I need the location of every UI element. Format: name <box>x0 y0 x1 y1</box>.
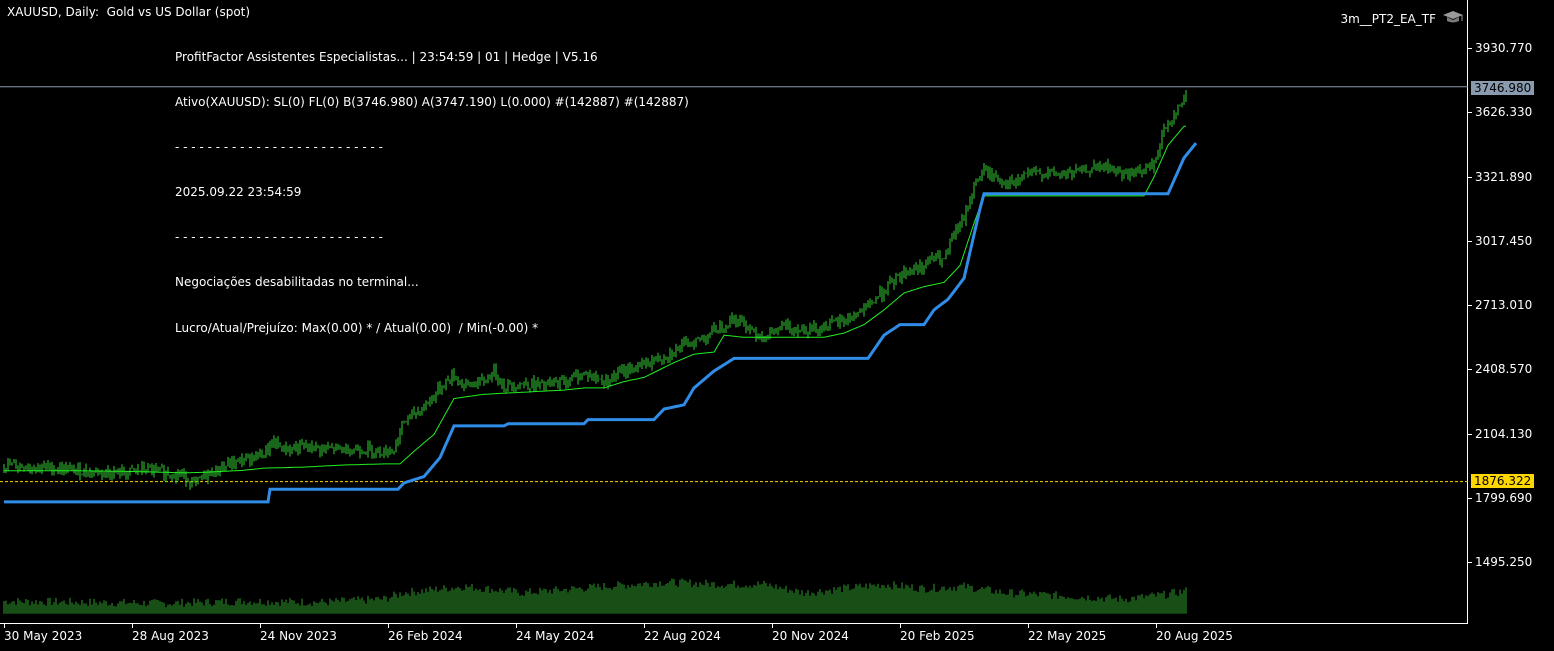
ea-info-separator: - - - - - - - - - - - - - - - - - - - - … <box>175 140 383 155</box>
time-axis-tick <box>900 624 901 628</box>
time-axis-label: 30 May 2023 <box>4 629 83 643</box>
time-axis-tick <box>644 624 645 628</box>
price-axis-label: 2713.010 <box>1475 298 1533 312</box>
price-axis-label: 3626.330 <box>1475 105 1533 120</box>
price-axis-tick <box>1468 497 1472 499</box>
price-axis-label: 1495.250 <box>1475 555 1533 569</box>
ea-info-line-asset: Ativo(XAUUSD): SL(0) FL(0) B(3746.980) A… <box>175 95 689 110</box>
time-axis-tick <box>772 624 773 628</box>
time-axis-tick <box>1028 624 1029 628</box>
chart-area[interactable] <box>0 0 1468 624</box>
time-axis-label: 22 May 2025 <box>1028 629 1107 643</box>
trailing-stop-line <box>4 142 1198 504</box>
time-axis-tick <box>388 624 389 628</box>
time-axis-label: 24 May 2024 <box>516 629 595 643</box>
price-axis-tick <box>1468 369 1472 371</box>
time-axis-label: 20 Nov 2024 <box>772 629 849 643</box>
time-axis-tick <box>516 624 517 628</box>
ea-info-line-datetime: 2025.09.22 23:54:59 <box>175 185 302 200</box>
graduation-cap-icon[interactable] <box>1442 9 1464 25</box>
price-axis-tick <box>1468 48 1472 49</box>
time-axis-label: 28 Aug 2023 <box>132 629 209 643</box>
time-axis-label: 24 Nov 2023 <box>260 629 337 643</box>
ea-info-panel: ProfitFactor Assistentes Especialistas..… <box>175 21 689 351</box>
price-axis-label: 1799.690 <box>1475 490 1533 505</box>
price-axis-tick <box>1468 562 1472 563</box>
price-axis-tick <box>1468 112 1472 114</box>
price-axis-label: 3321.890 <box>1475 169 1533 184</box>
time-axis-label: 22 Aug 2024 <box>644 629 721 643</box>
time-axis-label: 20 Aug 2025 <box>1156 629 1233 643</box>
moving-average-line <box>4 125 1186 474</box>
chart-title: XAUUSD, Daily: Gold vs US Dollar (spot) <box>7 5 251 19</box>
price-axis-tick <box>1468 176 1472 178</box>
bid-price-label: 3746.980 <box>1471 81 1535 95</box>
time-axis-label: 20 Feb 2025 <box>900 629 975 643</box>
expert-advisor-name[interactable]: 3m__PT2_EA_TF <box>1340 12 1436 26</box>
ea-info-line-status: Negociações desabilitadas no terminal... <box>175 275 419 290</box>
level-price-label: 1876.322 <box>1471 474 1535 488</box>
ea-info-separator: - - - - - - - - - - - - - - - - - - - - … <box>175 230 383 245</box>
ea-info-line-profit: Lucro/Atual/Prejuízo: Max(0.00) * / Atua… <box>175 320 539 335</box>
time-axis-label: 26 Feb 2024 <box>388 629 463 643</box>
time-axis-tick <box>132 624 133 628</box>
time-axis-tick <box>1156 624 1157 628</box>
price-axis-label: 2104.130 <box>1475 426 1533 441</box>
time-axis-tick <box>4 624 5 628</box>
price-axis-tick <box>1468 305 1472 306</box>
price-axis-label: 3930.770 <box>1475 41 1533 55</box>
price-axis-label: 2408.570 <box>1475 362 1533 377</box>
price-axis-tick <box>1468 433 1472 435</box>
price-axis-tick <box>1468 240 1472 242</box>
price-axis-label: 3017.450 <box>1475 233 1533 248</box>
time-axis-tick <box>260 624 261 628</box>
ea-info-line-version: ProfitFactor Assistentes Especialistas..… <box>175 50 598 64</box>
